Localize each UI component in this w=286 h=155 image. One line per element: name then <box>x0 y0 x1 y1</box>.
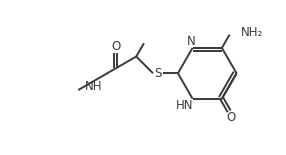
Text: O: O <box>226 111 235 124</box>
Text: S: S <box>154 67 162 80</box>
Text: N: N <box>187 35 196 48</box>
Text: O: O <box>111 40 120 53</box>
Text: HN: HN <box>176 99 194 112</box>
Text: NH: NH <box>85 80 102 93</box>
Text: NH₂: NH₂ <box>241 26 264 39</box>
